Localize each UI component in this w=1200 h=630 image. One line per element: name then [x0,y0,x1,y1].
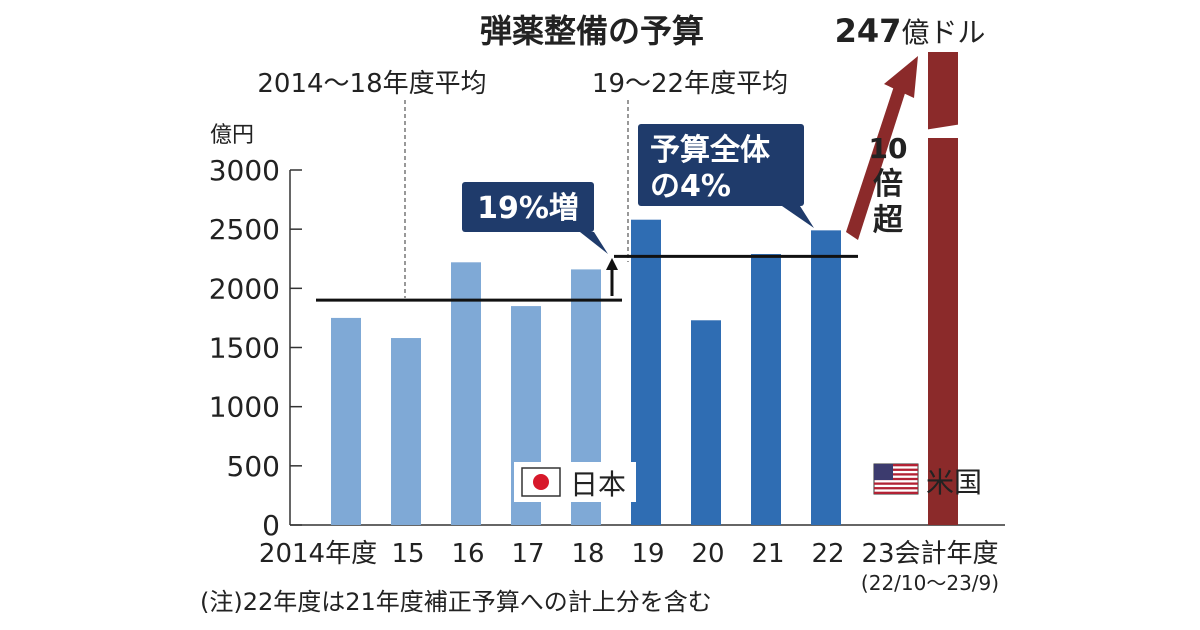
callout-share-line2: の4% [650,169,731,204]
us-flag-stripe [874,487,918,490]
ratio-arrow-shaft [846,80,908,240]
y-tick-label: 2500 [209,213,280,246]
us-value-unit: 億ドル [901,16,985,49]
ratio-label-line1: 10 [869,132,908,165]
y-tick-label: 500 [227,450,280,483]
japan-flag-icon [521,467,561,497]
bar-us-bottom [928,138,958,525]
x-tick-label: 18 [571,539,604,569]
bar-japan-7 [751,254,781,525]
us-flag-stripe [874,491,918,494]
us-flag-stripe [874,473,918,476]
x-tick-label: 19 [631,539,664,569]
bar-japan-1 [391,338,421,525]
us-flag-stripe [874,482,918,485]
callout-share-box [638,124,804,206]
legend-us-label: 米国 [926,466,982,499]
ratio-label-line2: 倍 [873,167,903,202]
bar-japan-6 [691,320,721,525]
callout-share-line1: 予算全体 [650,133,771,168]
callout-share-pointer [782,206,814,228]
us-flag-stripe [874,468,918,471]
x-tick-label-23: 23会計年度 [861,539,998,569]
chart-title: 弾薬整備の予算 [480,12,704,50]
x-tick-label: 17 [511,539,544,569]
period-label-2014-18: 2014〜18年度平均 [257,69,486,99]
increase-arrow-head [606,258,618,270]
y-tick-label: 0 [262,509,280,542]
x-tick-label: 22 [811,539,844,569]
y-tick-label: 2000 [209,272,280,305]
x-tick-label: 21 [751,539,784,569]
ratio-label-line3: 超 [873,203,904,238]
us-value-number: 247 [835,12,902,50]
us-flag-canton [874,464,893,480]
us-value-label: 247億ドル [835,12,986,50]
legend-japan-label: 日本 [570,468,626,501]
footnote: (注)22年度は21年度補正予算への計上分を含む [200,588,712,616]
y-tick-label: 3000 [209,154,280,187]
x-tick-label: 15 [391,539,424,569]
callout-increase-text: 19%増 [477,191,579,226]
period-label-19-22: 19〜22年度平均 [592,69,788,99]
bar-japan-2 [451,262,481,525]
us-flag-stripe [874,464,918,467]
bar-japan-0 [331,317,361,525]
x-tick-label: 2014年度 [259,539,377,569]
bar-us-break [924,124,962,138]
y-unit-label: 億円 [210,123,254,148]
x-tick-label: 16 [451,539,484,569]
x-tick-sublabel-23: (22/10〜23/9) [861,571,999,595]
japan-flag-sun [533,474,549,490]
y-tick-label: 1000 [209,391,280,424]
callout-increase-box [462,182,594,232]
us-flag-stripe [874,477,918,481]
ratio-arrow-head [884,56,918,98]
callout-increase-pointer [580,232,608,254]
bar-us-top [928,52,958,130]
x-tick-label: 20 [691,539,724,569]
y-tick-label: 1500 [209,332,280,365]
bar-japan-8 [811,230,841,525]
